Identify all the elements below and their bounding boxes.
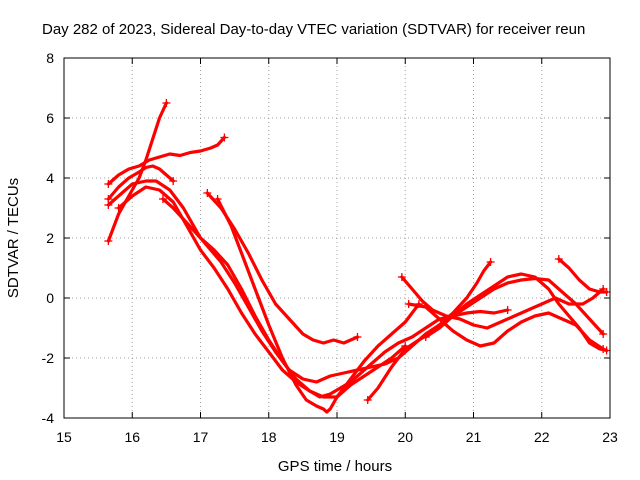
series-satellite-5: [158, 195, 512, 399]
y-tick-label: 4: [46, 170, 54, 186]
y-tick-label: -4: [42, 410, 55, 426]
plus-marker: [169, 177, 178, 185]
x-tick-label: 20: [397, 429, 413, 445]
series-track: [106, 179, 605, 384]
x-tick-label: 15: [56, 429, 72, 445]
grid: [64, 58, 610, 418]
y-tick-label: 0: [46, 290, 54, 306]
y-tick-label: 6: [46, 110, 54, 126]
chart-title: Day 282 of 2023, Sidereal Day-to-day VTE…: [42, 21, 585, 38]
series-layer: [104, 99, 611, 414]
plus-marker: [162, 99, 171, 107]
plus-marker: [220, 133, 229, 142]
series-track: [161, 197, 510, 399]
series-track: [106, 164, 175, 201]
series-track: [424, 272, 609, 353]
plus-marker: [404, 300, 413, 308]
series-satellite-6: [203, 189, 362, 345]
x-tick-label: 17: [193, 429, 209, 445]
plus-marker: [503, 306, 512, 314]
x-tick-label: 22: [534, 429, 550, 445]
series-track: [557, 257, 609, 294]
series-satellite-13: [554, 255, 611, 296]
plus-marker: [114, 204, 123, 212]
series-satellite-2: [104, 133, 229, 188]
x-axis-label: GPS time / hours: [278, 458, 392, 475]
plus-marker: [602, 288, 611, 296]
y-tick-label: 2: [46, 230, 54, 246]
series-satellite-12: [421, 272, 611, 355]
plus-marker: [213, 195, 222, 203]
plus-marker: [554, 255, 563, 263]
x-tick-label: 19: [329, 429, 345, 445]
series-track: [216, 197, 421, 414]
x-tick-label: 18: [261, 429, 277, 445]
y-tick-label: -2: [42, 350, 55, 366]
plus-marker: [397, 273, 406, 281]
plus-marker: [353, 333, 362, 341]
x-tick-label: 16: [124, 429, 140, 445]
plus-marker: [599, 330, 608, 338]
x-tick-label: 23: [602, 429, 618, 445]
series-track: [400, 275, 605, 330]
plus-marker: [104, 180, 113, 188]
y-axis-label: SDTVAR / TECUs: [5, 178, 22, 298]
plus-marker: [421, 333, 430, 341]
series-track: [116, 185, 407, 399]
series-satellite-8: [114, 185, 410, 399]
axis-ticks: 15 16 17 18 19 20 21 22 23 -4 -2 0 2 4 6 8: [42, 50, 618, 445]
plus-marker: [203, 189, 212, 197]
x-tick-label: 21: [466, 429, 482, 445]
plus-marker: [602, 346, 611, 355]
plus-marker: [363, 396, 372, 404]
series-track: [205, 191, 360, 345]
plus-marker: [158, 195, 167, 203]
series-track: [106, 135, 226, 186]
plus-marker: [104, 237, 113, 245]
y-tick-label: 8: [46, 50, 54, 66]
plus-marker: [104, 201, 113, 209]
plus-marker: [486, 258, 495, 266]
